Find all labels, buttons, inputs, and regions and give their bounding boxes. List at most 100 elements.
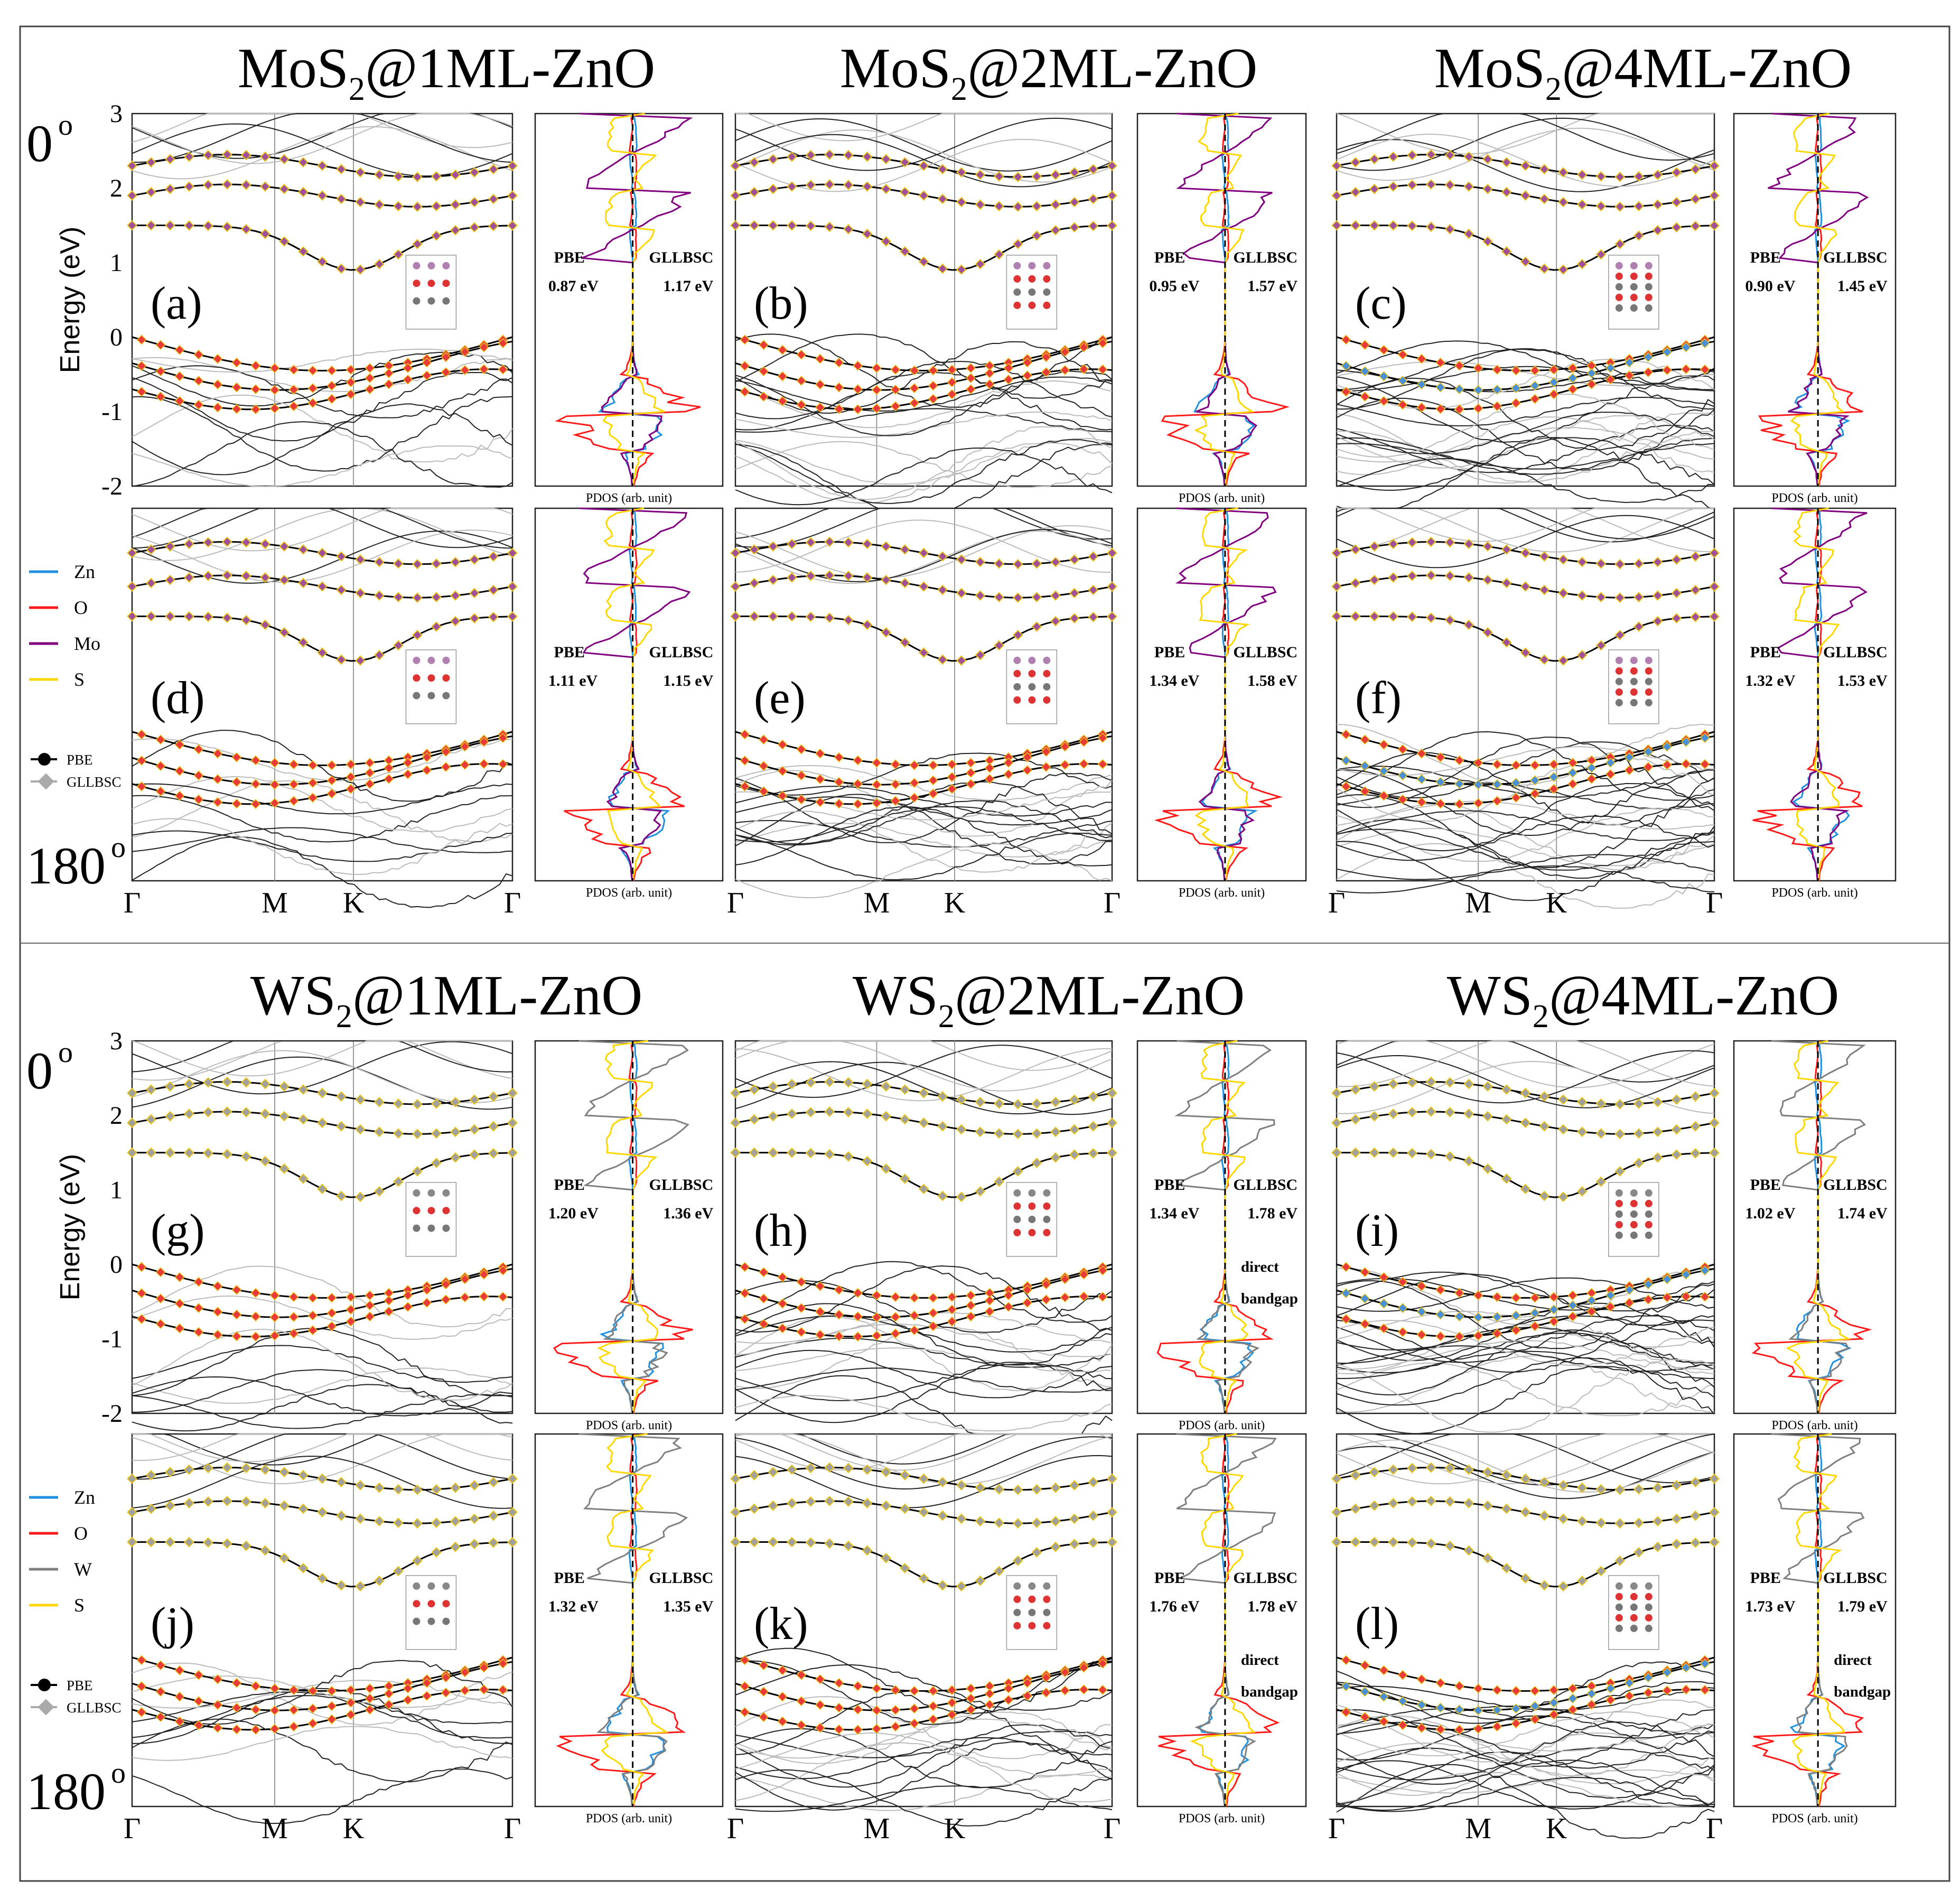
conduction-band-marker bbox=[1634, 592, 1644, 603]
valence-band-marker bbox=[326, 1714, 337, 1725]
band-line bbox=[735, 508, 1113, 548]
valence-band-marker bbox=[1041, 747, 1051, 757]
band-line bbox=[132, 1056, 513, 1110]
valence-band-marker bbox=[796, 1670, 807, 1680]
conduction-band-marker bbox=[450, 225, 461, 236]
valence-band-marker bbox=[174, 1272, 185, 1282]
valence-band-marker bbox=[1003, 1683, 1014, 1694]
valence-band-marker bbox=[1022, 370, 1033, 381]
conduction-band-marker bbox=[374, 199, 385, 210]
band-line bbox=[1336, 396, 1715, 426]
valence-band-marker bbox=[1662, 365, 1673, 376]
valence-band-marker bbox=[403, 1290, 413, 1301]
valence-band-marker bbox=[777, 396, 788, 406]
valence-band-marker bbox=[288, 1721, 299, 1732]
valence-band-marker bbox=[460, 1667, 470, 1678]
conduction-band-marker bbox=[843, 1077, 854, 1088]
band-line bbox=[1336, 1685, 1715, 1711]
conduction-band-marker bbox=[1331, 1473, 1342, 1484]
conduction-band-marker bbox=[1671, 1513, 1682, 1524]
conduction-band-marker bbox=[937, 551, 948, 562]
valence-band-marker bbox=[365, 1290, 375, 1301]
valence-band-marker bbox=[403, 752, 413, 762]
conduction-band-marker bbox=[1107, 1507, 1117, 1518]
conduction-band-marker bbox=[824, 149, 835, 160]
atom-icon bbox=[413, 1600, 421, 1608]
valence-band-marker bbox=[1378, 344, 1389, 355]
valence-band-marker bbox=[174, 1691, 185, 1702]
conduction-band-marker bbox=[1576, 590, 1588, 601]
panel-label: (f) bbox=[1355, 673, 1402, 724]
conduction-band-marker bbox=[1709, 581, 1720, 592]
pbe-gap-value: 1.20 eV bbox=[548, 1205, 599, 1222]
conduction-band-marker bbox=[184, 1498, 194, 1508]
valence-band-marker bbox=[403, 1301, 413, 1312]
gllbsc-label: GLLBSC bbox=[649, 644, 714, 661]
conduction-band-marker bbox=[317, 1473, 328, 1484]
valence-band-marker bbox=[365, 779, 375, 789]
conduction-band-marker bbox=[994, 1566, 1004, 1577]
valence-band-marker bbox=[871, 403, 882, 414]
atom-icon bbox=[413, 1224, 421, 1232]
k-path-label: Γ bbox=[1104, 887, 1121, 919]
pdos-xlabel: PDOS (arb. unit) bbox=[1771, 491, 1858, 505]
valence-band-marker bbox=[1454, 1725, 1464, 1735]
conduction-band-marker bbox=[1369, 1467, 1380, 1478]
atom-icon bbox=[1630, 262, 1638, 269]
conduction-band-marker bbox=[1709, 611, 1720, 622]
conduction-band-marker bbox=[1501, 157, 1512, 168]
valence-band-marker bbox=[288, 1292, 299, 1302]
conduction-band-marker bbox=[1520, 1087, 1531, 1098]
valence-band-marker bbox=[740, 729, 750, 740]
conduction-band-marker bbox=[1501, 1470, 1512, 1480]
valence-band-marker bbox=[1700, 732, 1710, 743]
valence-band-marker bbox=[1586, 755, 1597, 766]
atom-icon bbox=[427, 1224, 435, 1232]
conduction-band-marker bbox=[787, 1498, 797, 1508]
valence-band-marker bbox=[346, 771, 356, 783]
conduction-band-marker bbox=[843, 1463, 854, 1474]
atom-icon bbox=[1645, 1199, 1653, 1207]
valence-band-marker bbox=[326, 1308, 337, 1318]
atom-icon bbox=[1645, 667, 1653, 675]
valence-band-marker bbox=[796, 794, 807, 805]
valence-band-marker bbox=[1567, 768, 1578, 778]
valence-band-marker bbox=[155, 1687, 166, 1697]
valence-band-marker bbox=[1416, 1722, 1427, 1733]
valence-band-marker bbox=[1041, 1672, 1051, 1683]
valence-band-marker bbox=[250, 404, 261, 415]
valence-band-marker bbox=[1529, 365, 1540, 376]
valence-band-marker bbox=[796, 1277, 807, 1287]
atom-icon bbox=[1028, 1189, 1036, 1197]
conduction-band-marker bbox=[1614, 201, 1626, 212]
conduction-band-marker bbox=[317, 256, 328, 267]
valence-band-marker bbox=[384, 1681, 394, 1691]
band-line bbox=[1336, 397, 1715, 471]
atom-icon bbox=[1630, 1603, 1638, 1611]
valence-band-marker bbox=[909, 1292, 920, 1303]
valence-band-marker bbox=[384, 1306, 394, 1317]
valence-band-marker bbox=[1643, 352, 1654, 362]
atom-icon bbox=[1645, 1603, 1653, 1611]
valence-band-marker bbox=[174, 1665, 185, 1675]
conduction-band-marker bbox=[203, 220, 213, 231]
pbe-marker bbox=[38, 1679, 51, 1691]
band-line bbox=[1336, 841, 1715, 901]
band-line bbox=[735, 1660, 1113, 1725]
atom-icon bbox=[1615, 293, 1623, 301]
conduction-band-marker bbox=[184, 572, 194, 583]
conduction-band-marker bbox=[260, 1498, 270, 1508]
valence-band-marker bbox=[890, 1685, 901, 1696]
band-line bbox=[735, 129, 1113, 183]
conduction-band-marker bbox=[1050, 1516, 1061, 1527]
valence-band-marker bbox=[966, 768, 976, 778]
valence-band-marker bbox=[1473, 403, 1483, 414]
band-line bbox=[735, 376, 1113, 412]
conduction-band-marker bbox=[374, 1186, 385, 1197]
conduction-band-marker bbox=[1012, 1129, 1023, 1140]
conduction-band-marker bbox=[222, 179, 232, 190]
valence-band-marker bbox=[1060, 1292, 1070, 1303]
band-line bbox=[132, 1680, 513, 1709]
